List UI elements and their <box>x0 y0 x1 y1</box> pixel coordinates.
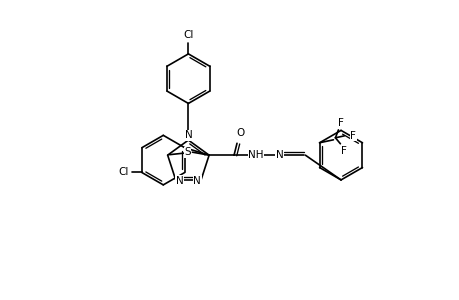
Text: Cl: Cl <box>183 30 193 40</box>
Text: NH: NH <box>247 150 263 160</box>
Text: O: O <box>236 128 245 138</box>
Text: F: F <box>338 118 344 128</box>
Text: N: N <box>275 150 283 160</box>
Text: F: F <box>341 146 347 156</box>
Text: N: N <box>184 130 192 140</box>
Text: F: F <box>350 131 355 141</box>
Text: Cl: Cl <box>118 167 129 178</box>
Text: N: N <box>193 176 201 185</box>
Text: N: N <box>175 176 183 185</box>
Text: S: S <box>184 147 190 157</box>
